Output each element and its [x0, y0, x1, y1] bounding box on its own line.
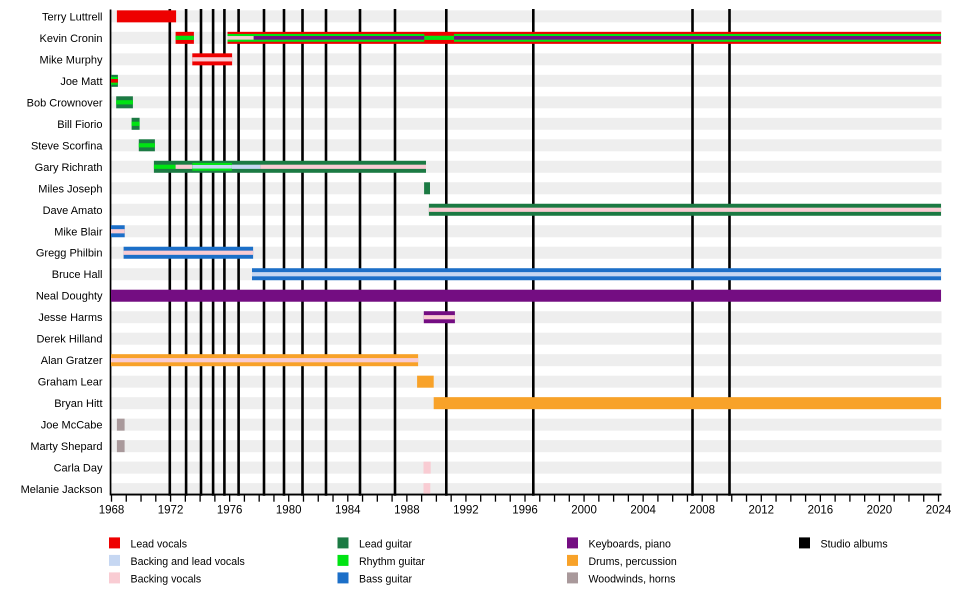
svg-text:2024: 2024: [926, 505, 952, 517]
svg-text:Joe McCabe: Joe McCabe: [41, 420, 103, 432]
svg-text:Backing and lead vocals: Backing and lead vocals: [131, 556, 245, 568]
svg-text:1992: 1992: [453, 505, 479, 517]
svg-text:1996: 1996: [512, 505, 538, 517]
svg-text:Graham Lear: Graham Lear: [38, 377, 103, 389]
svg-text:Miles Joseph: Miles Joseph: [38, 183, 102, 195]
svg-text:1976: 1976: [217, 505, 243, 517]
svg-text:Drums, percussion: Drums, percussion: [589, 556, 677, 568]
svg-text:Dave Amato: Dave Amato: [43, 205, 103, 217]
svg-text:Neal Doughty: Neal Doughty: [36, 291, 103, 303]
svg-text:Studio albums: Studio albums: [821, 539, 888, 551]
svg-text:Woodwinds, horns: Woodwinds, horns: [589, 574, 676, 586]
svg-text:1988: 1988: [394, 505, 420, 517]
svg-text:Gregg Philbin: Gregg Philbin: [36, 248, 103, 260]
svg-text:2012: 2012: [748, 505, 774, 517]
svg-text:Terry Luttrell: Terry Luttrell: [42, 11, 103, 23]
svg-text:2000: 2000: [571, 505, 597, 517]
svg-text:Backing vocals: Backing vocals: [131, 574, 202, 586]
svg-text:Lead vocals: Lead vocals: [131, 539, 188, 551]
svg-text:Bruce Hall: Bruce Hall: [52, 269, 103, 281]
svg-text:Bass guitar: Bass guitar: [359, 574, 412, 586]
svg-text:Lead guitar: Lead guitar: [359, 539, 412, 551]
svg-text:1984: 1984: [335, 505, 361, 517]
svg-text:Kevin Cronin: Kevin Cronin: [40, 33, 103, 45]
svg-text:2004: 2004: [630, 505, 656, 517]
svg-text:1968: 1968: [99, 505, 125, 517]
svg-text:Gary Richrath: Gary Richrath: [35, 162, 103, 174]
svg-text:Mike Murphy: Mike Murphy: [40, 54, 103, 66]
svg-text:Joe Matt: Joe Matt: [60, 76, 102, 88]
svg-text:Bryan Hitt: Bryan Hitt: [54, 398, 102, 410]
svg-text:Melanie Jackson: Melanie Jackson: [21, 484, 103, 496]
svg-text:Keyboards, piano: Keyboards, piano: [589, 539, 672, 551]
svg-text:Alan Gratzer: Alan Gratzer: [41, 355, 103, 367]
svg-text:1972: 1972: [158, 505, 184, 517]
svg-text:1980: 1980: [276, 505, 302, 517]
svg-text:2016: 2016: [808, 505, 834, 517]
svg-text:Derek Hilland: Derek Hilland: [36, 334, 102, 346]
svg-text:Carla Day: Carla Day: [54, 463, 103, 475]
svg-text:Marty Shepard: Marty Shepard: [30, 441, 102, 453]
svg-text:Rhythm guitar: Rhythm guitar: [359, 556, 425, 568]
svg-text:Jesse Harms: Jesse Harms: [38, 312, 103, 324]
svg-text:Mike Blair: Mike Blair: [54, 226, 103, 238]
svg-text:Steve Scorfina: Steve Scorfina: [31, 140, 103, 152]
svg-text:2008: 2008: [689, 505, 715, 517]
svg-text:Bill Fiorio: Bill Fiorio: [57, 119, 102, 131]
svg-text:2020: 2020: [867, 505, 893, 517]
svg-text:Bob Crownover: Bob Crownover: [27, 97, 103, 109]
